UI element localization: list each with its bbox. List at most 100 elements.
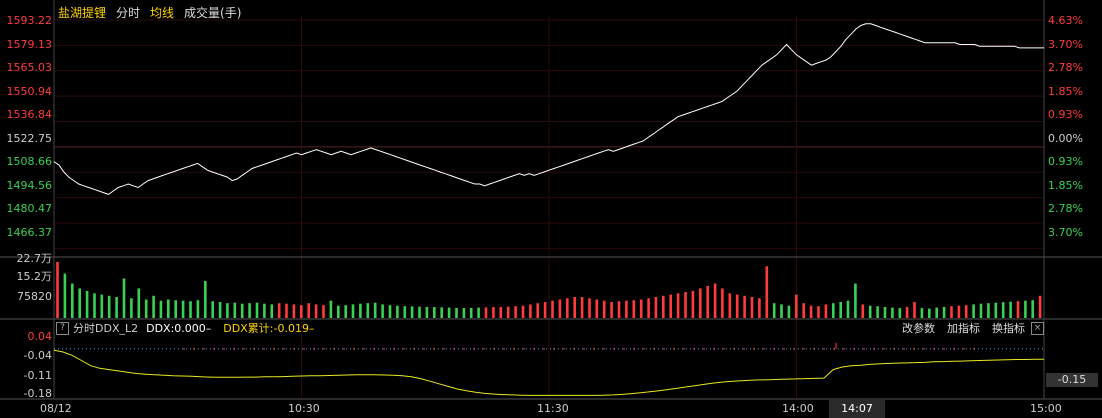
pct-label: 2.78% <box>1048 202 1083 215</box>
chart-header: 盐湖提锂 分时 均线 成交量(手) <box>58 4 241 21</box>
pct-label: 0.00% <box>1048 131 1083 145</box>
ddx-indicator-name[interactable]: 分时DDX_L2 <box>73 322 139 335</box>
volume-bar <box>218 302 222 318</box>
volume-bar <box>868 305 872 318</box>
close-icon[interactable]: × <box>1031 321 1044 335</box>
price-label: 1480.47 <box>6 202 53 215</box>
price-label: 1593.22 <box>6 14 53 27</box>
volume-bar <box>366 303 370 318</box>
volume-bar <box>928 308 931 318</box>
volume-bar <box>654 297 658 318</box>
volume-bar <box>617 301 621 318</box>
price-label: 1579.13 <box>6 37 53 51</box>
volume-bar <box>662 295 665 318</box>
volume-bar <box>292 304 296 318</box>
volume-bar <box>846 300 850 318</box>
volume-bar <box>270 304 274 318</box>
volume-bar <box>167 299 170 318</box>
volume-bar <box>684 292 687 318</box>
volume-bar <box>425 306 429 318</box>
volume-bar <box>115 297 118 318</box>
volume-bar <box>455 307 458 318</box>
price-label: 1508.66 <box>6 155 53 168</box>
volume-bar <box>964 305 968 318</box>
volume-bar <box>499 306 503 318</box>
volume-bar <box>817 306 820 318</box>
volume-bar <box>647 298 650 318</box>
volume-bar <box>669 294 672 318</box>
volume-bar <box>795 294 798 318</box>
volume-bar <box>189 301 192 318</box>
ddx-cum-value: DDX累计:-0.019– <box>223 322 315 335</box>
help-icon[interactable]: ? <box>56 321 69 335</box>
volume-bar <box>1031 300 1034 318</box>
volume-bar <box>854 283 857 318</box>
volume-bar <box>159 300 163 318</box>
ddx-label: -0.11 <box>23 369 52 382</box>
volume-bar <box>240 303 244 318</box>
volume-bar <box>322 305 325 318</box>
pct-label: 1.85% <box>1048 178 1083 192</box>
volume-bar <box>122 278 126 318</box>
volume-bar <box>935 307 938 318</box>
price-line <box>53 23 1044 195</box>
volume-label: 22.7万 <box>16 252 53 265</box>
volume-bar <box>56 262 59 318</box>
volume-bar <box>913 302 916 318</box>
volume-bar <box>632 300 636 318</box>
volume-bar <box>876 306 879 318</box>
volume-bar <box>388 305 392 318</box>
volume-bar <box>130 298 133 318</box>
mode-label[interactable]: 分时 <box>116 6 141 20</box>
volume-bar <box>558 299 562 318</box>
volume-bar <box>832 303 835 318</box>
volume-label: 75820 <box>17 290 52 303</box>
volume-bar <box>1038 295 1042 318</box>
volume-bar <box>602 300 606 318</box>
adjust-params-button[interactable]: 改参数 <box>902 322 935 335</box>
volume-bar <box>447 307 451 318</box>
volume-bar <box>226 303 229 318</box>
stock-name: 盐湖提锂 <box>58 6 107 20</box>
volume-bar <box>211 301 214 318</box>
volume-bar <box>883 306 887 318</box>
volume-bar <box>373 302 377 318</box>
volume-bar <box>484 307 488 318</box>
volume-bar <box>861 304 865 318</box>
volume-bar <box>942 306 946 318</box>
volume-bar <box>765 266 769 318</box>
volume-bar <box>750 297 754 318</box>
volume-bar <box>359 303 362 318</box>
volume-bar <box>1016 301 1020 318</box>
volume-bar <box>536 303 539 318</box>
volume-bar <box>314 304 318 318</box>
volume-bar <box>787 305 791 318</box>
volume-bar <box>898 308 902 318</box>
volume-bar <box>174 300 177 318</box>
volume-bar <box>735 294 739 318</box>
volume-bar <box>196 300 200 318</box>
time-label-1400: 14:00 <box>782 402 814 415</box>
volume-bar <box>492 307 495 318</box>
add-indicator-button[interactable]: 加指标 <box>947 322 980 335</box>
price-label: 1550.94 <box>6 84 53 98</box>
volume-bar <box>85 290 89 318</box>
volume-bar <box>233 302 237 318</box>
volume-bar <box>772 303 776 318</box>
ddx-indicator-bar: ? 分时DDX_L2 DDX:0.000– DDX累计:-0.019– 改参数 … <box>54 320 1044 336</box>
volume-bar <box>100 294 104 318</box>
volume-bar <box>71 283 74 318</box>
volume-bar <box>588 298 591 318</box>
switch-indicator-button[interactable]: 换指标 <box>992 322 1025 335</box>
volume-bar <box>824 304 828 318</box>
volume-bar <box>580 297 584 318</box>
volume-bar <box>381 304 384 318</box>
volume-bar <box>957 305 961 318</box>
volume-bar <box>920 308 924 318</box>
volume-bar <box>979 303 983 318</box>
volume-bar <box>994 302 998 318</box>
volume-bar <box>410 306 414 318</box>
volume-bar <box>63 273 67 318</box>
volume-bar <box>713 283 717 318</box>
